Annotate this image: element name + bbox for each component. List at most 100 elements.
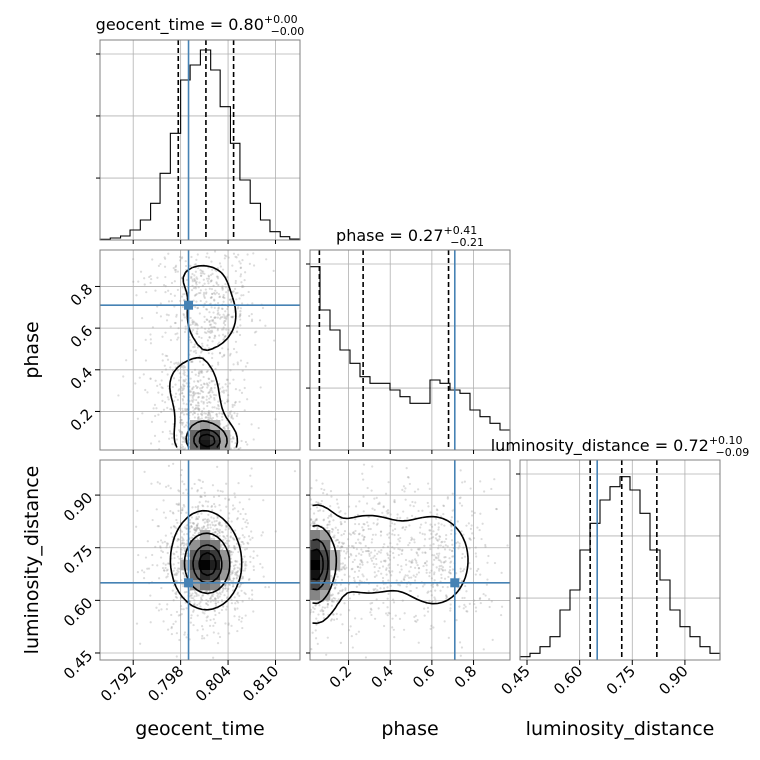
sample-point (227, 313, 230, 316)
sample-point (196, 406, 199, 409)
sample-point (163, 451, 165, 453)
sample-point (156, 474, 158, 476)
sample-point (224, 319, 227, 322)
sample-point (206, 523, 210, 526)
sample-point (212, 393, 216, 397)
sample-point (224, 541, 227, 544)
sample-point (218, 530, 221, 533)
sample-point (448, 557, 451, 560)
sample-point (190, 525, 193, 528)
sample-point (470, 510, 474, 513)
sample-point (294, 572, 296, 574)
sample-point (242, 294, 245, 297)
sample-point (177, 509, 180, 512)
sample-point (202, 363, 205, 366)
sample-point (410, 514, 414, 517)
sample-point (213, 321, 216, 324)
sample-point (450, 539, 454, 542)
sample-point (310, 486, 313, 490)
sample-point (451, 549, 454, 553)
histogram-geocent_time (99, 49, 301, 240)
sample-point (179, 419, 182, 422)
sample-point (431, 600, 434, 603)
sample-point (210, 292, 214, 295)
sample-point (315, 479, 318, 482)
sample-point (208, 474, 210, 476)
sample-point (136, 509, 139, 512)
sample-point (229, 352, 232, 355)
sample-point (195, 453, 197, 455)
sample-point (212, 528, 215, 531)
sample-point (185, 527, 188, 530)
sample-point (181, 508, 184, 512)
sample-point (164, 485, 168, 488)
sample-point (287, 560, 289, 562)
sample-point (570, 548, 572, 550)
sample-point (236, 451, 238, 453)
density-cell (310, 570, 321, 581)
sample-point (307, 535, 309, 537)
sample-point (356, 565, 359, 568)
sample-point (230, 573, 233, 576)
sample-point (166, 562, 169, 565)
sample-point (150, 482, 153, 485)
sample-point (198, 335, 201, 339)
sample-point (411, 559, 414, 562)
sample-point (173, 321, 177, 325)
sample-point (195, 283, 198, 286)
contour-level-1 (185, 420, 228, 448)
sample-point (251, 536, 254, 540)
sample-point (354, 522, 357, 526)
sample-point (195, 292, 198, 296)
sample-point (178, 255, 182, 259)
sample-point (432, 536, 435, 539)
sample-point (202, 463, 204, 465)
sample-point (319, 502, 323, 506)
sample-point (411, 537, 414, 541)
sample-point (335, 583, 338, 586)
sample-point (483, 490, 486, 493)
sample-point (191, 278, 194, 281)
sample-point (213, 334, 216, 337)
sample-point (184, 325, 187, 328)
sample-point (207, 518, 210, 521)
sample-point (241, 534, 244, 537)
sample-point (240, 391, 244, 394)
sample-point (167, 314, 170, 317)
sample-point (196, 253, 199, 256)
sample-point (182, 608, 185, 611)
sample-point (348, 532, 351, 535)
sample-point (338, 541, 341, 544)
sample-point (302, 556, 304, 558)
sample-point (323, 606, 327, 609)
sample-point (400, 568, 403, 571)
sample-point (241, 259, 244, 262)
sample-point (486, 578, 489, 581)
sample-point (223, 427, 226, 430)
sample-point (176, 545, 179, 548)
sample-point (305, 515, 307, 517)
sample-point (190, 450, 192, 452)
sample-point (233, 607, 236, 610)
sample-point (317, 663, 319, 665)
sample-point (236, 570, 239, 574)
sample-point (377, 570, 380, 573)
sample-point (443, 556, 446, 559)
sample-point (236, 363, 239, 366)
sample-point (211, 326, 214, 329)
sample-point (194, 322, 197, 325)
title-geocent_time: geocent_time = 0.80+0.00 −0.00 (96, 13, 305, 38)
sample-point (360, 560, 363, 563)
sample-point (306, 571, 308, 573)
sample-point (315, 519, 318, 522)
sample-point (199, 371, 203, 374)
sample-point (387, 611, 390, 615)
sample-point (173, 556, 176, 560)
sample-point (419, 526, 422, 529)
sample-point (191, 322, 194, 326)
sample-point (236, 566, 239, 569)
sample-point (192, 328, 195, 332)
sample-point (221, 333, 225, 336)
sample-point (169, 360, 173, 364)
sample-point (242, 560, 245, 564)
